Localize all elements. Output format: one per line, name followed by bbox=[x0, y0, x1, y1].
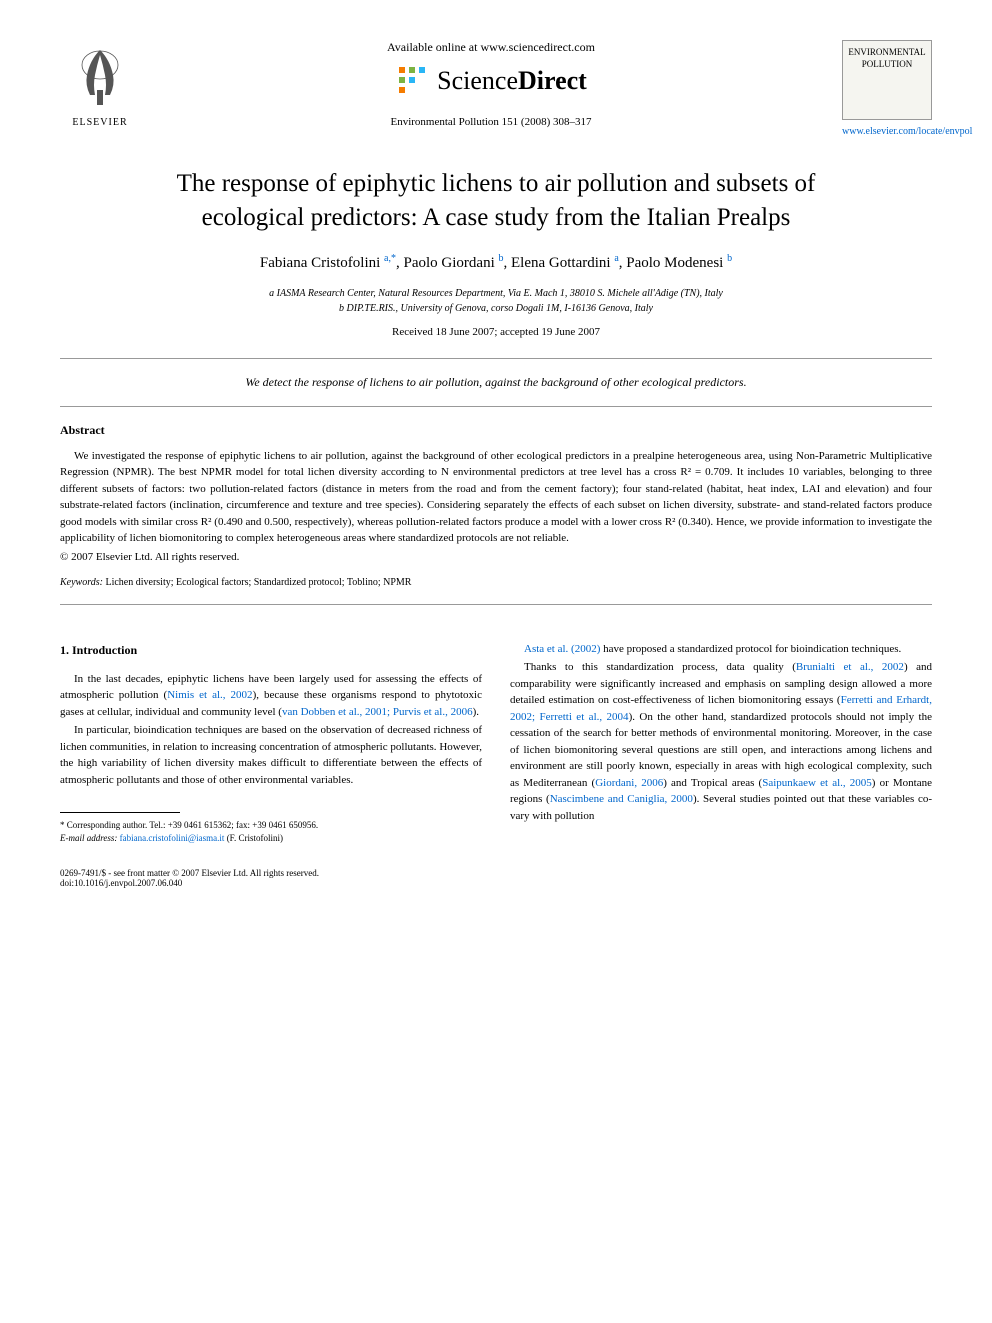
author-3: Elena Gottardini a bbox=[511, 255, 619, 271]
affiliation-a: a IASMA Research Center, Natural Resourc… bbox=[60, 286, 932, 301]
issn-line: 0269-7491/$ - see front matter © 2007 El… bbox=[60, 868, 319, 878]
journal-cover-box: ENVIRONMENTAL POLLUTION bbox=[842, 40, 932, 120]
divider-top bbox=[60, 358, 932, 359]
journal-reference: Environmental Pollution 151 (2008) 308–3… bbox=[140, 116, 842, 128]
body-column-left: 1. Introduction In the last decades, epi… bbox=[60, 641, 482, 845]
elsevier-label: ELSEVIER bbox=[60, 117, 140, 128]
corresponding-email-line: E-mail address: fabiana.cristofolini@ias… bbox=[60, 832, 482, 845]
corresponding-author: * Corresponding author. Tel.: +39 0461 6… bbox=[60, 819, 482, 832]
author-1: Fabiana Cristofolini a,* bbox=[260, 255, 396, 271]
journal-name-line1: ENVIRONMENTAL bbox=[845, 47, 929, 59]
journal-url[interactable]: www.elsevier.com/locate/envpol bbox=[842, 126, 932, 137]
ref-nascimbene-2000[interactable]: Nascimbene and Caniglia, 2000 bbox=[550, 793, 693, 805]
corresponding-email[interactable]: fabiana.cristofolini@iasma.it bbox=[120, 833, 225, 843]
ref-asta-2002[interactable]: Asta et al. (2002) bbox=[524, 643, 600, 655]
corresponding-footnote: * Corresponding author. Tel.: +39 0461 6… bbox=[60, 819, 482, 844]
footer-left: 0269-7491/$ - see front matter © 2007 El… bbox=[60, 868, 319, 888]
journal-cover: ENVIRONMENTAL POLLUTION www.elsevier.com… bbox=[842, 40, 932, 137]
ref-giordani-2006[interactable]: Giordani, 2006 bbox=[595, 777, 663, 789]
sd-suffix: Direct bbox=[518, 66, 587, 95]
author-4: Paolo Modenesi b bbox=[626, 255, 732, 271]
doi: doi:10.1016/j.envpol.2007.06.040 bbox=[60, 878, 319, 888]
article-title: The response of epiphytic lichens to air… bbox=[140, 167, 852, 235]
ref-vandobben-purvis[interactable]: van Dobben et al., 2001; Purvis et al., … bbox=[282, 706, 473, 718]
body-columns: 1. Introduction In the last decades, epi… bbox=[60, 641, 932, 845]
header-row: ELSEVIER Available online at www.science… bbox=[60, 40, 932, 137]
ref-brunialti-2002[interactable]: Brunialti et al., 2002 bbox=[796, 661, 904, 673]
ref-saipunkaew-2005[interactable]: Saipunkaew et al., 2005 bbox=[762, 777, 872, 789]
author-2: Paolo Giordani b bbox=[404, 255, 504, 271]
abstract-copyright: © 2007 Elsevier Ltd. All rights reserved… bbox=[60, 551, 932, 563]
email-attribution: (F. Cristofolini) bbox=[227, 833, 283, 843]
highlight-statement: We detect the response of lichens to air… bbox=[60, 375, 932, 390]
divider-abstract-top bbox=[60, 406, 932, 407]
keywords-label: Keywords: bbox=[60, 577, 103, 588]
sciencedirect-logo: ScienceDirect bbox=[395, 63, 587, 99]
col2-para-2: Thanks to this standardization process, … bbox=[510, 659, 932, 824]
sciencedirect-icon bbox=[395, 63, 431, 99]
ref-nimis-2002[interactable]: Nimis et al., 2002 bbox=[167, 689, 252, 701]
intro-para-1: In the last decades, epiphytic lichens h… bbox=[60, 671, 482, 721]
available-online-text: Available online at www.sciencedirect.co… bbox=[140, 40, 842, 55]
affiliations: a IASMA Research Center, Natural Resourc… bbox=[60, 286, 932, 316]
footer-row: 0269-7491/$ - see front matter © 2007 El… bbox=[60, 868, 932, 888]
center-branding: Available online at www.sciencedirect.co… bbox=[140, 40, 842, 128]
keywords-text: Lichen diversity; Ecological factors; St… bbox=[105, 577, 411, 588]
footnote-divider bbox=[60, 812, 180, 813]
body-column-right: Asta et al. (2002) have proposed a stand… bbox=[510, 641, 932, 845]
elsevier-tree-icon bbox=[65, 40, 135, 110]
article-dates: Received 18 June 2007; accepted 19 June … bbox=[60, 326, 932, 338]
col2-para-1: Asta et al. (2002) have proposed a stand… bbox=[510, 641, 932, 658]
abstract-text: We investigated the response of epiphyti… bbox=[60, 448, 932, 547]
authors-line: Fabiana Cristofolini a,*, Paolo Giordani… bbox=[60, 253, 932, 272]
abstract-heading: Abstract bbox=[60, 423, 932, 438]
sd-prefix: Science bbox=[437, 66, 518, 95]
intro-heading: 1. Introduction bbox=[60, 641, 482, 659]
elsevier-logo: ELSEVIER bbox=[60, 40, 140, 130]
intro-para-2: In particular, bioindication techniques … bbox=[60, 722, 482, 788]
affiliation-b: b DIP.TE.RIS., University of Genova, cor… bbox=[60, 301, 932, 316]
journal-name-line2: POLLUTION bbox=[845, 59, 929, 71]
sciencedirect-text: ScienceDirect bbox=[437, 66, 587, 96]
keywords: Keywords: Lichen diversity; Ecological f… bbox=[60, 577, 932, 588]
divider-abstract-bottom bbox=[60, 604, 932, 605]
email-label: E-mail address: bbox=[60, 833, 117, 843]
